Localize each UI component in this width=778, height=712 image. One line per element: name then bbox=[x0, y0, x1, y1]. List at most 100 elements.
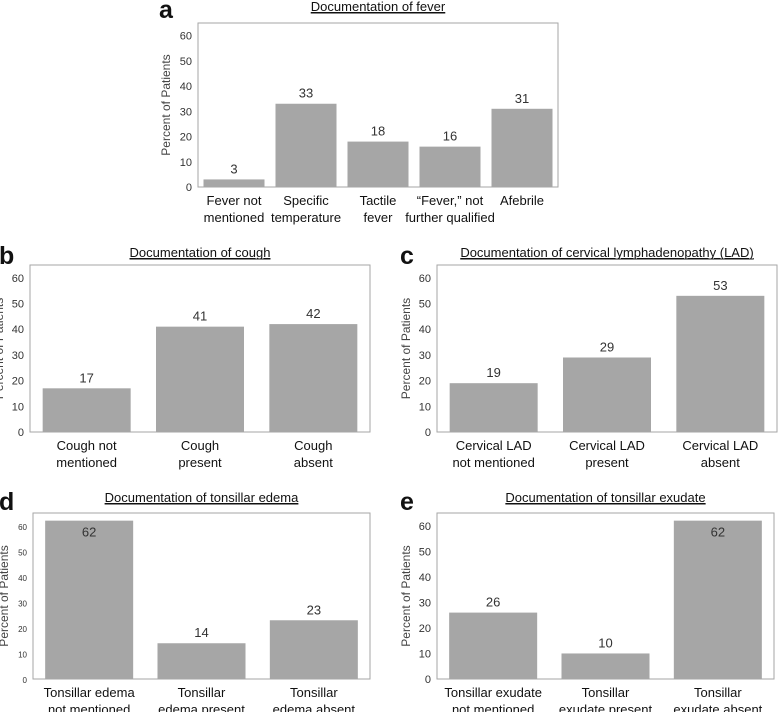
y-tick-label: 10 bbox=[12, 401, 24, 413]
panel-letter: a bbox=[159, 0, 174, 24]
y-tick-label: 0 bbox=[425, 427, 431, 439]
y-tick-label: 50 bbox=[180, 56, 192, 68]
bar bbox=[203, 179, 265, 187]
y-tick-label: 60 bbox=[12, 273, 24, 285]
bar bbox=[157, 643, 246, 679]
category-label: not mentioned bbox=[452, 702, 534, 712]
category-label: Cervical LAD bbox=[569, 438, 645, 453]
category-label: mentioned bbox=[56, 455, 117, 470]
category-label: Tonsillar bbox=[582, 685, 630, 700]
y-tick-label: 20 bbox=[18, 625, 27, 634]
y-tick-label: 40 bbox=[180, 81, 192, 93]
data-label: 17 bbox=[79, 370, 93, 385]
category-label: not mentioned bbox=[48, 702, 130, 712]
category-label: mentioned bbox=[204, 210, 265, 225]
y-tick-label: 30 bbox=[18, 599, 27, 608]
category-label: Cough not bbox=[57, 438, 117, 453]
chart-title: Documentation of cervical lymphadenopath… bbox=[460, 245, 753, 260]
chart-panel-d: d Documentation of tonsillar edema 0 10 20 30… bbox=[0, 488, 371, 712]
y-axis-label: Percent of Patients bbox=[0, 298, 6, 399]
y-tick-label: 60 bbox=[180, 31, 192, 43]
bar bbox=[673, 520, 762, 679]
category-label: Tonsillar exudate bbox=[444, 685, 542, 700]
y-tick-label: 0 bbox=[23, 676, 28, 685]
data-label: 19 bbox=[486, 365, 500, 380]
y-tick-label: 30 bbox=[12, 350, 24, 362]
y-tick-label: 20 bbox=[12, 376, 24, 388]
y-tick-label: 30 bbox=[419, 350, 431, 362]
bar bbox=[269, 620, 358, 679]
bar bbox=[156, 326, 244, 432]
y-tick-label: 40 bbox=[419, 324, 431, 336]
category-label: present bbox=[585, 455, 629, 470]
y-tick-label: 30 bbox=[180, 106, 192, 118]
bar bbox=[275, 103, 337, 187]
y-tick-label: 50 bbox=[419, 546, 431, 558]
y-tick-label: 40 bbox=[419, 572, 431, 584]
category-label: absent bbox=[294, 455, 333, 470]
chart-panel-b: b Documentation of cough 0 10 20 30 40 50 60 Perc… bbox=[0, 242, 371, 470]
y-tick-label: 60 bbox=[419, 521, 431, 533]
category-label: “Fever,” not bbox=[417, 193, 484, 208]
y-tick-label: 10 bbox=[419, 401, 431, 413]
y-tick-label: 20 bbox=[419, 623, 431, 635]
data-label: 10 bbox=[598, 635, 612, 650]
data-label: 62 bbox=[711, 525, 725, 540]
bar bbox=[563, 357, 651, 432]
panel-letter: d bbox=[0, 488, 14, 516]
bar bbox=[449, 612, 538, 679]
chart-title: Documentation of tonsillar edema bbox=[105, 490, 299, 505]
y-tick-label: 40 bbox=[18, 574, 27, 583]
data-label: 16 bbox=[443, 129, 457, 144]
bar bbox=[449, 383, 538, 432]
category-label: Cervical LAD bbox=[456, 438, 532, 453]
category-label: Cough bbox=[294, 438, 332, 453]
data-label: 3 bbox=[230, 161, 237, 176]
category-label: Tonsillar edema bbox=[44, 685, 136, 700]
panel-letter: c bbox=[400, 242, 414, 270]
bar bbox=[347, 141, 409, 187]
bar bbox=[42, 388, 131, 432]
y-tick-label: 20 bbox=[180, 132, 192, 144]
y-tick-label: 50 bbox=[419, 299, 431, 311]
y-tick-label: 40 bbox=[12, 324, 24, 336]
panel-letter: e bbox=[400, 488, 414, 516]
y-tick-label: 10 bbox=[18, 650, 27, 659]
category-label: Tactile bbox=[360, 193, 397, 208]
data-label: 41 bbox=[193, 309, 207, 324]
category-label: Tonsillar bbox=[694, 685, 742, 700]
category-label: Tonsillar bbox=[178, 685, 226, 700]
y-axis-label: Percent of Patients bbox=[0, 545, 11, 646]
y-tick-label: 0 bbox=[425, 674, 431, 686]
bar bbox=[269, 324, 358, 432]
chart-panel-e: e Documentation of tonsillar exudate 0 10 20… bbox=[399, 488, 775, 712]
category-label: fever bbox=[364, 210, 394, 225]
category-label: Specific bbox=[283, 193, 329, 208]
category-label: edema present bbox=[158, 702, 245, 712]
data-label: 31 bbox=[515, 91, 529, 106]
category-label: not mentioned bbox=[452, 455, 534, 470]
chart-title: Documentation of tonsillar exudate bbox=[505, 490, 705, 505]
category-label: exudate present bbox=[559, 702, 653, 712]
y-tick-label: 0 bbox=[18, 427, 24, 439]
category-label: edema absent bbox=[273, 702, 356, 712]
panel-letter: b bbox=[0, 242, 14, 270]
data-label: 33 bbox=[299, 86, 313, 101]
y-axis-label: Percent of Patients bbox=[399, 298, 413, 399]
data-label: 62 bbox=[82, 525, 96, 540]
chart-panel-a: a Documentation of fever 0 10 20 30 40 50 60 Perc… bbox=[159, 0, 559, 225]
bar bbox=[561, 653, 650, 679]
y-tick-label: 10 bbox=[180, 157, 192, 169]
category-label: absent bbox=[701, 455, 740, 470]
category-label: further qualified bbox=[405, 210, 495, 225]
y-tick-label: 0 bbox=[186, 182, 192, 194]
chart-title: Documentation of fever bbox=[311, 0, 446, 14]
data-label: 18 bbox=[371, 124, 385, 139]
y-axis-label: Percent of Patients bbox=[399, 545, 413, 646]
bar bbox=[676, 295, 765, 432]
y-tick-label: 10 bbox=[419, 648, 431, 660]
category-label: temperature bbox=[271, 210, 341, 225]
y-tick-label: 60 bbox=[18, 523, 27, 532]
data-label: 23 bbox=[307, 602, 321, 617]
category-label: present bbox=[178, 455, 222, 470]
